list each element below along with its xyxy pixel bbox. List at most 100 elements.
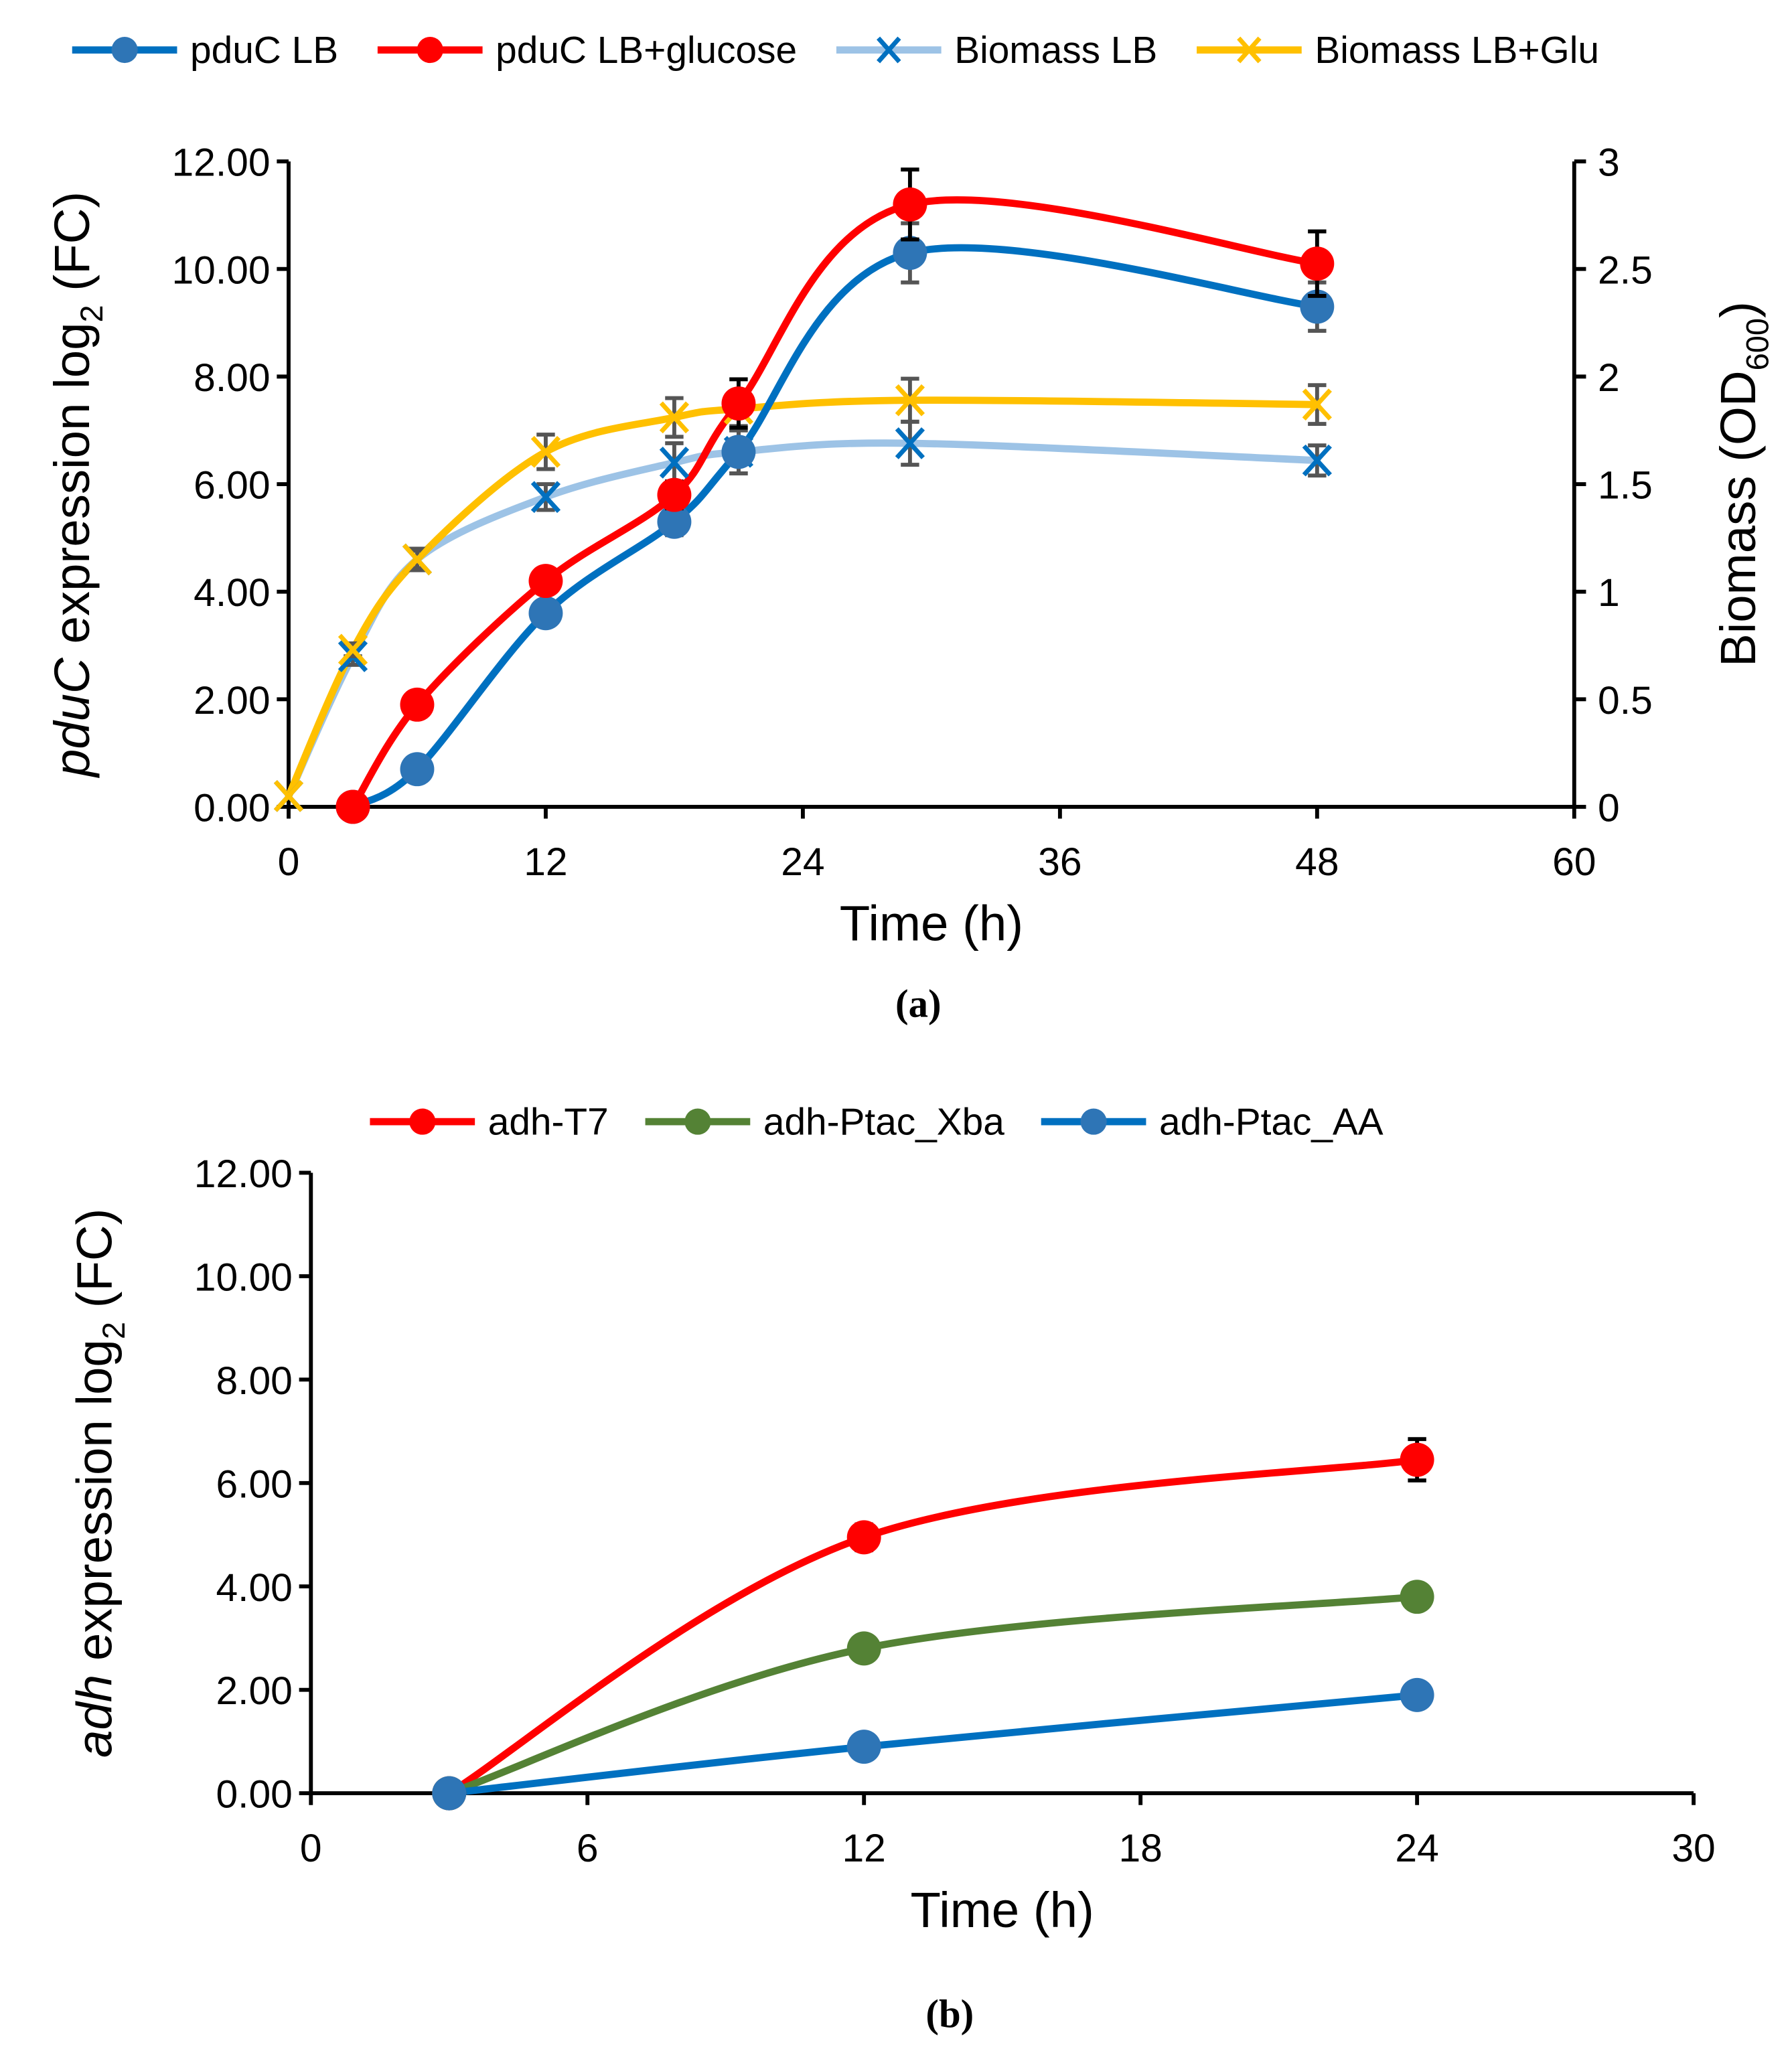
y-tick-label: 4.00 xyxy=(216,1566,292,1610)
legend-label: adh-Ptac_Xba xyxy=(763,1101,1004,1144)
data-point xyxy=(528,564,563,599)
legend-item: Biomass LB+Glu xyxy=(1197,29,1599,72)
data-point xyxy=(1400,1580,1434,1614)
x-tick-label: 0 xyxy=(300,1827,322,1870)
x-tick-label: 12 xyxy=(524,840,567,884)
legend-marker xyxy=(111,36,138,64)
x-tick-label: 12 xyxy=(842,1827,886,1870)
data-point xyxy=(1300,289,1335,324)
data-point xyxy=(400,752,435,787)
x-tick-label: 0 xyxy=(278,840,300,884)
y-axis-title-part: pduC xyxy=(44,657,100,778)
panel-caption: (b) xyxy=(925,1992,974,2036)
x-axis-title: Time (h) xyxy=(911,1882,1094,1938)
chart-b: 0.00 2.00 4.00 6.00 8.00 10.00 12.00 0 6 12 18 24 30… xyxy=(67,1101,1716,2036)
series-line-biomass-lb-glu xyxy=(285,396,1321,800)
y2-tick-label: 0.5 xyxy=(1598,679,1653,722)
data-point xyxy=(893,236,927,271)
x-tick-label: 48 xyxy=(1295,840,1339,884)
legend-item: adh-Ptac_Xba xyxy=(645,1101,1004,1144)
y2-axis-title-part: ) xyxy=(1710,301,1766,318)
x-tick-label: 36 xyxy=(1038,840,1081,884)
y2-tick-label: 1.5 xyxy=(1598,464,1653,508)
y2-axis-title-part: Biomass (OD xyxy=(1710,370,1766,667)
data-point xyxy=(273,780,304,812)
y-tick-label: 8.00 xyxy=(216,1359,292,1403)
x-tick-label: 18 xyxy=(1118,1827,1162,1870)
x-tick-label: 6 xyxy=(577,1827,599,1870)
x-tick-label: 60 xyxy=(1552,840,1596,884)
y-axis-title: pduC expression log2 (FC) xyxy=(44,192,109,778)
y-tick-label: 2.00 xyxy=(216,1669,292,1713)
data-point xyxy=(895,384,925,416)
data-point xyxy=(1400,1677,1434,1712)
y-axis-title-part: expression log xyxy=(44,323,100,658)
y-tick-label: 8.00 xyxy=(194,356,270,400)
x-tick-label: 30 xyxy=(1671,1827,1715,1870)
y-tick-label: 6.00 xyxy=(216,1462,292,1506)
data-point xyxy=(846,1730,881,1764)
data-point xyxy=(846,1520,881,1555)
data-point xyxy=(338,633,368,666)
legend-item: adh-Ptac_AA xyxy=(1041,1101,1384,1144)
data-point xyxy=(657,477,692,512)
y-axis-title-part: 2 xyxy=(96,1322,131,1339)
legend-label: adh-Ptac_AA xyxy=(1159,1101,1384,1144)
y-axis-title-part: adh xyxy=(67,1675,123,1758)
y2-tick-label: 1 xyxy=(1598,571,1620,615)
series-line-pduc-lb-glucose xyxy=(349,196,1321,811)
y-tick-label: 0.00 xyxy=(194,786,270,830)
data-point xyxy=(893,187,927,222)
legend-label: pduC LB xyxy=(190,29,338,72)
y2-tick-label: 3 xyxy=(1598,141,1620,185)
x-axis-title: Time (h) xyxy=(840,896,1023,951)
data-point xyxy=(528,596,563,631)
y2-axis-title-part: 600 xyxy=(1740,318,1775,370)
data-point xyxy=(1400,1442,1434,1477)
legend-item: pduC LB xyxy=(72,29,338,72)
data-point xyxy=(1300,246,1335,281)
y-tick-label: 6.00 xyxy=(194,464,270,508)
y-tick-label: 10.00 xyxy=(194,1255,293,1299)
legend-label: adh-T7 xyxy=(488,1101,609,1144)
legend-marker xyxy=(1080,1108,1107,1135)
data-point xyxy=(1302,444,1332,477)
data-point xyxy=(659,401,690,434)
data-point xyxy=(432,1776,467,1811)
y-axis-title-part: (FC) xyxy=(67,1209,123,1322)
y-axis-title: adh expression log2 (FC) xyxy=(67,1209,132,1758)
legend-item: pduC LB+glucose xyxy=(377,29,797,72)
legend-item: Biomass LB xyxy=(836,29,1157,72)
legend-marker xyxy=(417,36,443,64)
y2-tick-label: 2.5 xyxy=(1598,248,1653,292)
x-tick-label: 24 xyxy=(781,840,824,884)
y-tick-label: 12.00 xyxy=(171,141,270,185)
data-point xyxy=(657,504,692,539)
legend: adh-T7 adh-Ptac_Xba adh-Ptac_AA xyxy=(370,1101,1384,1144)
data-point xyxy=(335,789,370,824)
data-point xyxy=(721,435,756,469)
y-tick-label: 0.00 xyxy=(216,1773,292,1817)
panel-caption: (a) xyxy=(895,982,942,1025)
legend-marker xyxy=(1237,36,1262,64)
data-point xyxy=(895,427,925,459)
data-point xyxy=(402,543,433,576)
y-tick-label: 12.00 xyxy=(194,1152,293,1196)
legend-label: pduC LB+glucose xyxy=(496,29,797,72)
y-axis-title-part: 2 xyxy=(74,305,109,322)
y-tick-label: 4.00 xyxy=(194,571,270,615)
y2-tick-label: 2 xyxy=(1598,356,1620,400)
y-axis-title-part: expression log xyxy=(67,1339,123,1675)
series-line-adh-ptac-aa xyxy=(445,1691,1421,1797)
data-point xyxy=(1302,388,1332,421)
legend: pduC LB pduC LB+glucose Biomass LB Biomass … xyxy=(72,29,1599,72)
y2-tick-label: 0 xyxy=(1598,786,1620,830)
y-tick-label: 2.00 xyxy=(194,679,270,722)
series-line-pduc-lb xyxy=(349,244,1321,811)
y2-axis-title: Biomass (OD600) xyxy=(1710,301,1775,667)
legend-marker xyxy=(684,1108,711,1135)
data-point xyxy=(846,1631,881,1666)
legend-marker xyxy=(409,1108,436,1135)
